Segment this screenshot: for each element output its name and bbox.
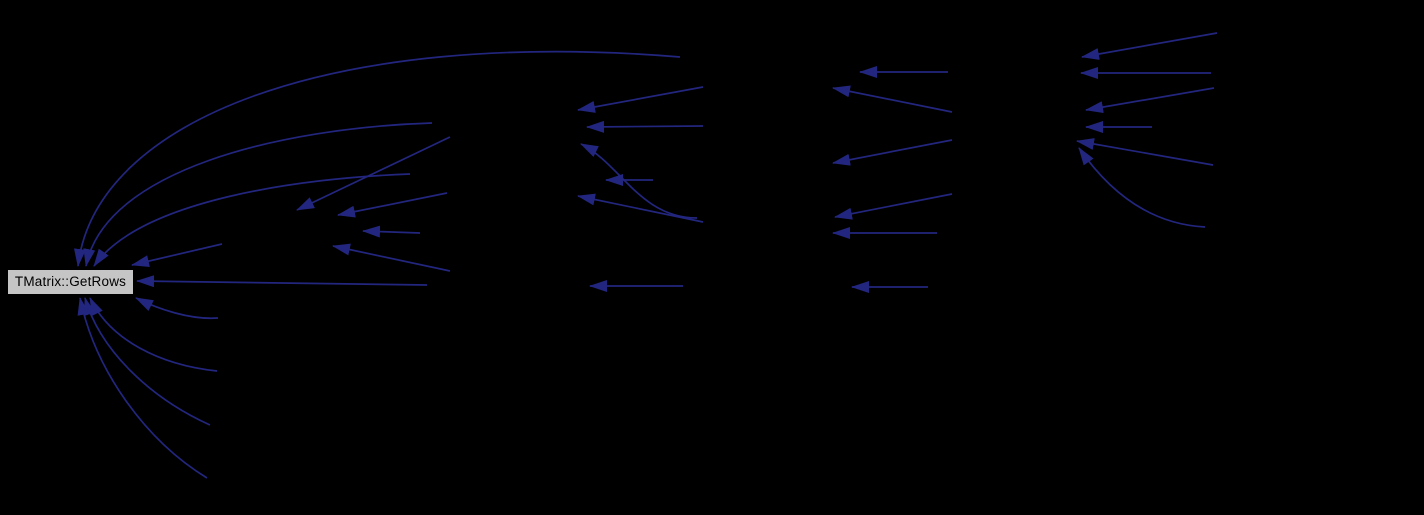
call-edge xyxy=(89,297,218,372)
call-edge xyxy=(337,192,448,218)
node-label: TMatrix::GetRows xyxy=(14,274,127,290)
call-edge xyxy=(332,243,451,272)
call-edge xyxy=(131,243,223,267)
call-edge xyxy=(77,297,208,479)
call-edge xyxy=(83,297,211,426)
call-edge xyxy=(580,143,698,219)
node-tmatrix-getrows: TMatrix::GetRows xyxy=(7,269,134,295)
call-edge xyxy=(136,275,428,288)
call-edge xyxy=(74,50,681,267)
call-edge xyxy=(577,86,704,113)
call-edge xyxy=(832,85,953,113)
call-edge xyxy=(296,136,451,211)
call-edge xyxy=(1076,138,1214,166)
call-edge xyxy=(577,193,704,223)
call-edge xyxy=(832,139,953,166)
call-edge xyxy=(83,122,433,267)
call-edge xyxy=(1085,87,1215,114)
call-edge xyxy=(135,297,219,320)
call-edge xyxy=(362,225,421,238)
call-edge xyxy=(1081,32,1218,60)
call-edge xyxy=(834,193,953,220)
call-edge xyxy=(1078,147,1206,228)
call-edge xyxy=(93,173,411,267)
call-edge xyxy=(586,120,704,133)
